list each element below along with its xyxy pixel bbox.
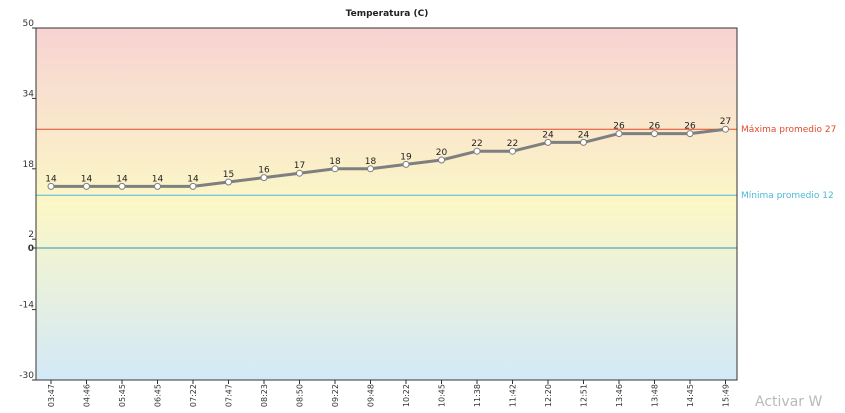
data-point[interactable] (260, 174, 268, 182)
data-point[interactable] (509, 147, 516, 155)
data-point[interactable] (331, 165, 339, 173)
x-tick-label: 07:22 (189, 384, 198, 407)
x-tick-label: 10:22 (402, 384, 411, 407)
data-point[interactable] (615, 130, 623, 138)
y-tick-label: 18 (23, 160, 35, 170)
data-label: 15 (223, 170, 234, 180)
data-label: 14 (81, 174, 93, 184)
x-tick-label: 11:38 (473, 384, 482, 407)
x-tick-label: 08:23 (260, 384, 269, 407)
data-label: 14 (152, 174, 164, 184)
data-label: 26 (613, 122, 625, 132)
series-line (51, 127, 726, 188)
x-tick-label: 09:48 (367, 384, 376, 407)
reference-label-0: Máxima promedio 27 (741, 125, 836, 135)
data-label: 26 (684, 122, 696, 132)
y-axis: 50 34 18 2 0 -14 -30 (19, 19, 36, 381)
x-tick-label: 14:45 (686, 384, 695, 407)
x-tick-label: 06:45 (154, 384, 163, 407)
data-labels: 14 14 14 14 14 15 16 17 18 18 19 20 22 22 24 24 26 26 26 27 (45, 117, 731, 184)
data-label: 19 (400, 152, 412, 162)
data-label: 17 (294, 161, 305, 171)
x-tick-label: 03:47 (47, 384, 56, 407)
x-tick-label: 12:51 (580, 384, 589, 407)
data-point[interactable] (189, 182, 197, 190)
y-tick-label: -14 (19, 301, 34, 311)
x-tick-label: 05:45 (118, 384, 127, 407)
x-tick-label: 12:20 (544, 384, 553, 407)
data-label: 18 (329, 157, 341, 167)
x-tick-label: 04:46 (83, 384, 92, 407)
plot-border (35, 27, 738, 381)
reference-lines: Máxima promedio 27 Mínima promedio 12 (36, 125, 836, 249)
data-point[interactable] (402, 160, 410, 168)
x-tick-label: 11:42 (509, 384, 518, 407)
watermark-text: Activar W (755, 394, 823, 410)
reference-label-1: Mínima promedio 12 (741, 191, 834, 201)
plot-area (36, 28, 737, 380)
y-tick-label: 0 (28, 244, 34, 254)
data-point[interactable] (438, 156, 445, 164)
y-tick-label: 34 (23, 89, 35, 99)
data-point[interactable] (686, 130, 694, 138)
data-point[interactable] (722, 125, 729, 133)
data-point[interactable] (544, 138, 552, 146)
x-tick-label: 15:49 (722, 384, 731, 407)
y-tick-label: 2 (28, 230, 34, 240)
data-label: 22 (507, 139, 518, 149)
data-label: 14 (116, 174, 128, 184)
x-tick-label: 07:47 (225, 384, 234, 407)
y-tick-label: 50 (23, 19, 35, 29)
x-tick-label: 08:50 (296, 384, 305, 407)
x-axis: 03:47 04:46 05:45 06:45 07:22 07:47 08:23 08:50… (47, 380, 731, 407)
data-point[interactable] (83, 182, 90, 190)
data-label: 14 (45, 174, 57, 184)
data-label: 20 (436, 148, 448, 158)
data-label: 14 (187, 174, 199, 184)
data-point[interactable] (118, 182, 126, 190)
data-point[interactable] (580, 138, 587, 146)
data-point[interactable] (651, 130, 658, 138)
x-tick-label: 09:22 (331, 384, 340, 407)
data-label: 18 (365, 157, 377, 167)
series-line-group (47, 125, 729, 190)
data-point[interactable] (225, 178, 232, 186)
data-point[interactable] (47, 182, 55, 190)
chart-title: Temperatura (C) (346, 9, 429, 19)
y-tick-label: -30 (19, 371, 34, 381)
data-point[interactable] (367, 165, 374, 173)
data-label: 24 (578, 130, 590, 140)
data-label: 22 (471, 139, 482, 149)
data-label: 24 (542, 130, 554, 140)
x-tick-label: 13:46 (615, 384, 624, 407)
data-point[interactable] (473, 147, 481, 155)
data-label: 26 (649, 122, 661, 132)
data-label: 16 (258, 166, 270, 176)
data-point[interactable] (154, 182, 161, 190)
data-label: 27 (720, 117, 731, 127)
x-tick-label: 10:45 (438, 384, 447, 407)
x-tick-label: 13:48 (651, 384, 660, 407)
data-point[interactable] (296, 169, 303, 177)
